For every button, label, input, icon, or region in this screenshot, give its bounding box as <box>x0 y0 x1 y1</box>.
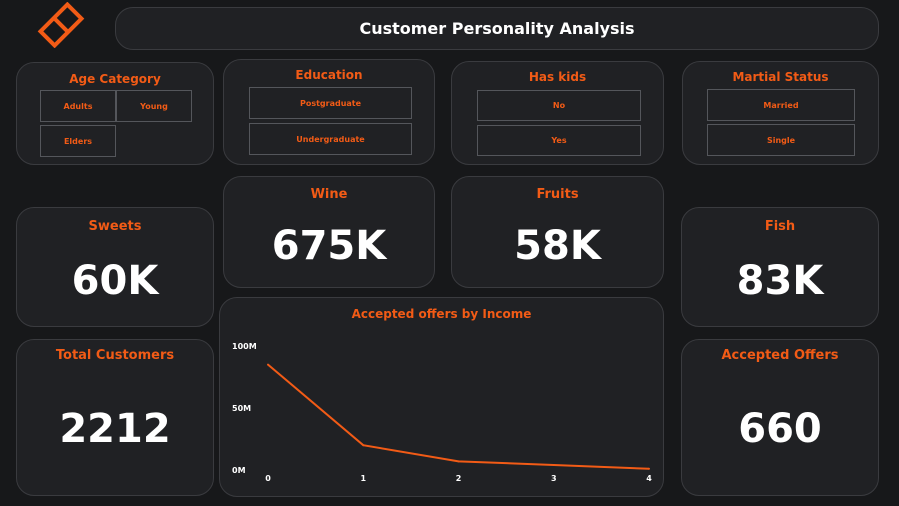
data-point <box>648 467 650 470</box>
kpi-label: Fish <box>764 219 796 234</box>
slicer-title: Age Category <box>69 72 161 86</box>
education-slicer: Education Postgraduate Undergraduate <box>223 59 435 165</box>
line-chart-svg: 100M 50M 0M 0 1 2 3 4 <box>232 342 652 483</box>
kpi-label: Accepted Offers <box>721 348 839 363</box>
kpi-label: Total Customers <box>55 348 175 363</box>
fish-kpi-card: Fish 83K <box>681 207 879 327</box>
series-line <box>267 363 650 470</box>
y-tick-label: 100M <box>232 342 257 351</box>
page-title: Customer Personality Analysis <box>359 19 635 38</box>
chart-title: Accepted offers by Income <box>351 307 532 321</box>
slicer-option-undergraduate[interactable]: Undergraduate <box>249 123 412 155</box>
slicer-title: Has kids <box>528 70 587 84</box>
slicer-option-no[interactable]: No <box>477 90 641 121</box>
kpi-value: 60K <box>71 258 159 304</box>
slicer-option-adults[interactable]: Adults <box>40 90 116 122</box>
accepted-offers-by-income-chart: Accepted offers by Income 100M 50M 0M 0 1 2 3 4 <box>219 297 664 497</box>
kpi-value: 660 <box>738 406 822 452</box>
accepted-offers-kpi-card: Accepted Offers 660 <box>681 339 879 496</box>
kpi-value: 58K <box>514 223 601 269</box>
slicer-title: Martial Status <box>732 70 829 84</box>
x-tick-label: 1 <box>360 474 366 483</box>
slicer-option-postgraduate[interactable]: Postgraduate <box>249 87 412 119</box>
slicer-option-young[interactable]: Young <box>116 90 192 122</box>
slicer-option-yes[interactable]: Yes <box>477 125 641 156</box>
kpi-label: Wine <box>310 187 348 202</box>
fruits-kpi-card: Fruits 58K <box>451 176 664 288</box>
x-tick-label: 2 <box>456 474 462 483</box>
x-tick-label: 4 <box>646 474 652 483</box>
marital-status-slicer: Martial Status Married Single <box>682 61 879 165</box>
data-point <box>552 464 555 467</box>
y-tick-label: 50M <box>232 404 251 413</box>
slicer-option-single[interactable]: Single <box>707 124 855 156</box>
slicer-option-elders[interactable]: Elders <box>40 125 116 157</box>
kpi-value: 2212 <box>59 406 171 452</box>
header-bar: Customer Personality Analysis <box>115 7 879 50</box>
kpi-value: 675K <box>271 223 387 269</box>
data-point <box>362 444 365 447</box>
total-customers-kpi-card: Total Customers 2212 <box>16 339 214 496</box>
x-tick-label: 3 <box>551 474 557 483</box>
kpi-value: 83K <box>736 258 824 304</box>
has-kids-slicer: Has kids No Yes <box>451 61 664 165</box>
kpi-label: Sweets <box>88 219 142 234</box>
data-point <box>267 363 269 366</box>
kpi-label: Fruits <box>536 187 579 202</box>
y-tick-label: 0M <box>232 466 246 475</box>
age-category-slicer: Age Category Adults Young Elders <box>16 62 214 165</box>
data-point <box>457 460 460 463</box>
wine-kpi-card: Wine 675K <box>223 176 435 288</box>
sweets-kpi-card: Sweets 60K <box>16 207 214 327</box>
slicer-title: Education <box>295 68 363 82</box>
slicer-option-married[interactable]: Married <box>707 89 855 121</box>
brand-logo-icon <box>37 2 85 48</box>
x-tick-label: 0 <box>265 474 271 483</box>
